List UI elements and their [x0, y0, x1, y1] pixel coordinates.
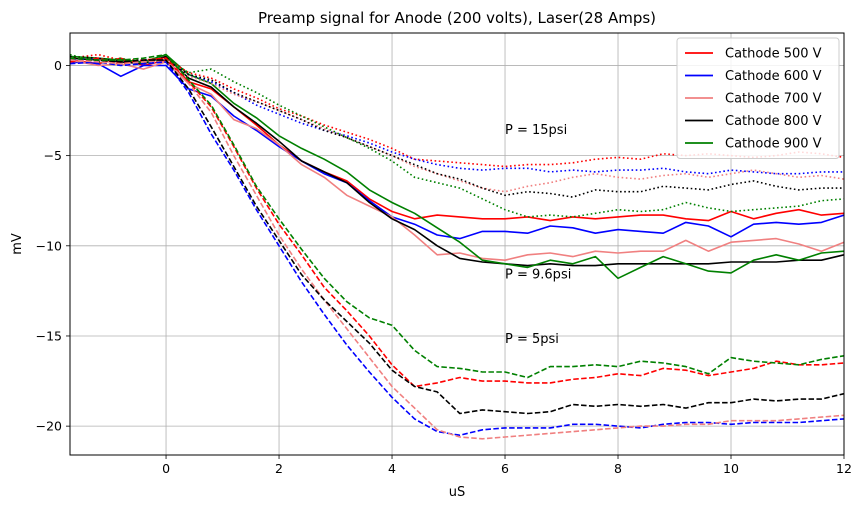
x-axis-title: uS — [449, 485, 466, 500]
legend-label: Cathode 600 V — [725, 69, 822, 84]
y-tick-label: −15 — [36, 328, 62, 343]
series-line-cathode-700-v-dotted — [69, 59, 845, 193]
legend-box — [676, 37, 840, 159]
x-tick-label: 8 — [614, 461, 622, 476]
x-tick-label: 6 — [501, 461, 509, 476]
series-line-cathode-500-v-solid — [69, 57, 845, 222]
y-tick-label: −20 — [36, 419, 62, 434]
y-tick-label: −10 — [36, 238, 62, 253]
series-line-cathode-700-v-dashed — [69, 59, 845, 440]
series-line-cathode-800-v-solid — [69, 55, 845, 267]
series-line-cathode-900-v-dotted — [69, 53, 845, 218]
legend: Cathode 500 V Cathode 600 V Cathode 700 V C… — [676, 37, 840, 159]
x-tick-label: 12 — [836, 461, 852, 476]
x-tick-label: 10 — [723, 461, 739, 476]
x-tick-label: 0 — [162, 461, 170, 476]
x-axis-ticks: 0 2 4 6 8 10 12 — [162, 455, 852, 476]
y-axis-ticks: 0 −5 −10 −15 −20 — [36, 58, 70, 434]
series-line-cathode-600-v-dotted — [69, 57, 844, 175]
series-line-cathode-800-v-dashed — [69, 57, 845, 415]
series-line-cathode-600-v-solid — [69, 61, 845, 240]
series-line-cathode-700-v-solid — [69, 59, 845, 262]
legend-label: Cathode 700 V — [725, 92, 822, 107]
plot-frame — [69, 32, 845, 456]
plot-lines — [69, 53, 845, 440]
legend-label: Cathode 500 V — [725, 47, 822, 62]
x-tick-label: 2 — [275, 461, 283, 476]
pressure-annotation: P = 15psi — [505, 123, 567, 138]
x-tick-label: 4 — [388, 461, 396, 476]
legend-label: Cathode 900 V — [725, 137, 822, 152]
series-line-cathode-800-v-dotted — [69, 55, 844, 198]
legend-label: Cathode 800 V — [725, 114, 822, 129]
y-tick-label: −5 — [44, 148, 62, 163]
y-axis-title: mV — [10, 233, 25, 255]
chart-title: Preamp signal for Anode (200 volts), Las… — [258, 9, 656, 27]
series-line-cathode-500-v-dashed — [69, 57, 845, 388]
pressure-annotation: P = 9.6psi — [505, 267, 571, 282]
annotations: P = 15psi P = 9.6psi P = 5psi — [505, 123, 571, 347]
pressure-annotation: P = 5psi — [505, 332, 559, 347]
y-tick-label: 0 — [54, 58, 62, 73]
series-line-cathode-900-v-dashed — [69, 53, 845, 379]
